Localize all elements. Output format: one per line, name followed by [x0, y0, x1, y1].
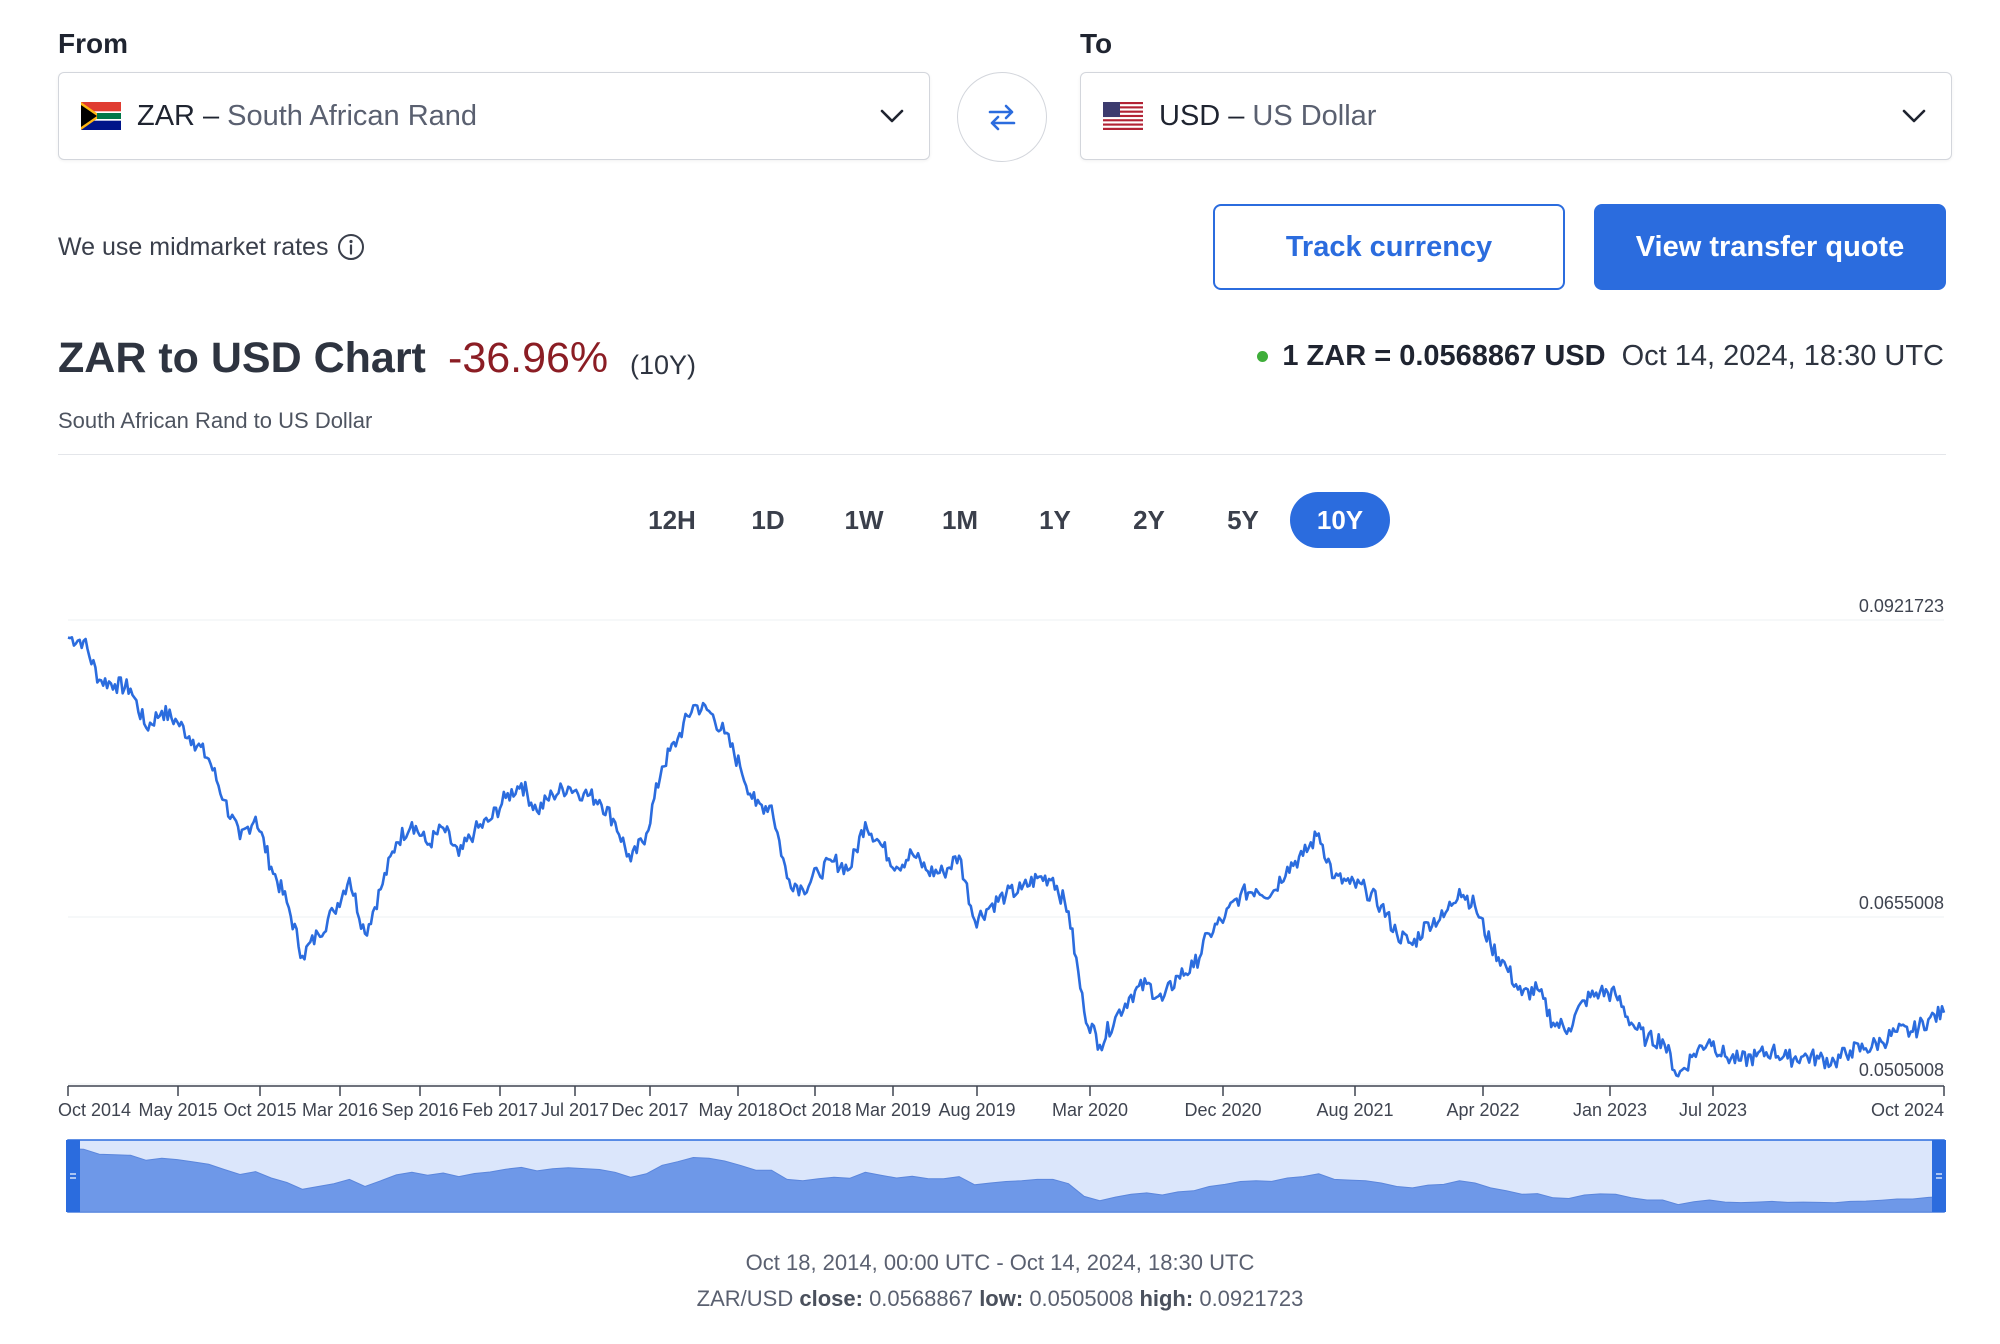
stats-low-value: 0.0505008	[1029, 1286, 1134, 1311]
x-tick-label: Oct 2018	[778, 1100, 851, 1120]
chevron-down-icon	[1902, 109, 1926, 123]
navigator-left-handle[interactable]	[66, 1140, 80, 1212]
period-tab-1m[interactable]: 1M	[941, 504, 979, 535]
to-currency-code: USD	[1159, 99, 1221, 132]
stats-low-label: low:	[979, 1286, 1024, 1311]
navigator-right-handle[interactable]	[1932, 1140, 1946, 1212]
us-flag-icon	[1103, 102, 1143, 130]
period-tabs: 12H 1D 1W 1M 1Y 2Y 5Y 10Y	[624, 492, 1390, 548]
midmarket-note: We use midmarket rates	[58, 232, 366, 262]
chart-title: ZAR to USD Chart	[58, 334, 426, 382]
x-tick-label: Sep 2016	[381, 1100, 458, 1120]
live-dot-icon	[1257, 351, 1269, 362]
period-tab-2y[interactable]: 2Y	[1133, 504, 1165, 535]
chart-date-range: Oct 18, 2014, 00:00 UTC - Oct 14, 2024, …	[745, 1250, 1255, 1275]
view-transfer-quote-button[interactable]: View transfer quote	[1594, 204, 1946, 290]
midmarket-text: We use midmarket rates	[58, 232, 329, 261]
rate-line-series	[67, 636, 1946, 1078]
chart-change-percent: -36.96%	[448, 334, 609, 382]
x-tick-label: Dec 2020	[1184, 1100, 1261, 1120]
chart-subtitle: South African Rand to US Dollar	[58, 408, 373, 433]
from-label: From	[58, 28, 128, 59]
chart-period-label: (10Y)	[630, 350, 697, 380]
x-tick-label: Mar 2016	[302, 1100, 378, 1120]
from-currency-name: South African Rand	[227, 99, 478, 132]
x-tick-label: Aug 2021	[1316, 1100, 1393, 1120]
period-tab-5y[interactable]: 5Y	[1227, 504, 1259, 535]
from-currency-code: ZAR	[137, 99, 195, 132]
x-tick-label: Oct 2014	[58, 1100, 131, 1120]
stats-pair: ZAR/USD	[696, 1286, 794, 1311]
from-currency-dash: –	[203, 99, 220, 132]
exchange-rate-chart[interactable]: 0.0921723 0.0655008 0.0505008 Oct 2014 May 2…	[0, 580, 2000, 1220]
y-tick-label: 0.0655008	[1859, 893, 1944, 913]
stats-high-value: 0.0921723	[1199, 1286, 1304, 1311]
track-currency-button[interactable]: Track currency	[1213, 204, 1565, 290]
to-label: To	[1080, 28, 1113, 59]
stats-close-label: close:	[799, 1286, 863, 1311]
stats-high-label: high:	[1139, 1286, 1194, 1311]
x-tick-label: May 2018	[698, 1100, 777, 1120]
rate-timestamp: Oct 14, 2024, 18:30 UTC	[1621, 340, 1944, 372]
from-currency-select[interactable]: ZAR – South African Rand	[58, 72, 930, 160]
chart-stats: ZAR/USD close: 0.0568867 low: 0.0505008 …	[0, 1286, 2000, 1312]
x-tick-label: Apr 2022	[1446, 1100, 1519, 1120]
chevron-down-icon	[880, 109, 904, 123]
x-tick-label: Mar 2019	[855, 1100, 931, 1120]
x-tick-label: Dec 2017	[611, 1100, 688, 1120]
navigator-area	[67, 1148, 1945, 1213]
y-tick-label: 0.0505008	[1859, 1060, 1944, 1080]
to-currency-dash: –	[1228, 99, 1245, 132]
x-tick-label: Jul 2017	[541, 1100, 609, 1120]
period-tab-1d[interactable]: 1D	[751, 504, 785, 535]
x-tick-label: Feb 2017	[462, 1100, 538, 1120]
divider	[58, 454, 1946, 455]
swap-arrows-icon	[988, 104, 1016, 131]
period-tab-12h[interactable]: 12H	[648, 504, 696, 535]
south-africa-flag-icon	[81, 102, 121, 130]
x-tick-label: May 2015	[138, 1100, 217, 1120]
to-currency-name: US Dollar	[1252, 99, 1377, 132]
info-icon[interactable]	[336, 232, 366, 262]
swap-currencies-button[interactable]	[957, 72, 1047, 162]
current-rate: 1 ZAR = 0.0568867 USD Oct 14, 2024, 18:3…	[1257, 340, 1944, 373]
period-tab-10y[interactable]: 10Y	[1290, 492, 1390, 548]
period-tab-1w[interactable]: 1W	[844, 504, 884, 535]
y-tick-label: 0.0921723	[1859, 596, 1944, 616]
to-currency-select[interactable]: USD – US Dollar	[1080, 72, 1952, 160]
x-tick-label: Oct 2024	[1871, 1100, 1944, 1120]
x-tick-label: Jul 2023	[1679, 1100, 1747, 1120]
rate-value: 1 ZAR = 0.0568867 USD	[1282, 340, 1606, 372]
x-tick-label: Aug 2019	[938, 1100, 1015, 1120]
x-tick-label: Mar 2020	[1052, 1100, 1128, 1120]
x-tick-label: Jan 2023	[1573, 1100, 1647, 1120]
period-tab-1y[interactable]: 1Y	[1039, 504, 1071, 535]
x-tick-label: Oct 2015	[223, 1100, 296, 1120]
stats-close-value: 0.0568867	[869, 1286, 974, 1311]
